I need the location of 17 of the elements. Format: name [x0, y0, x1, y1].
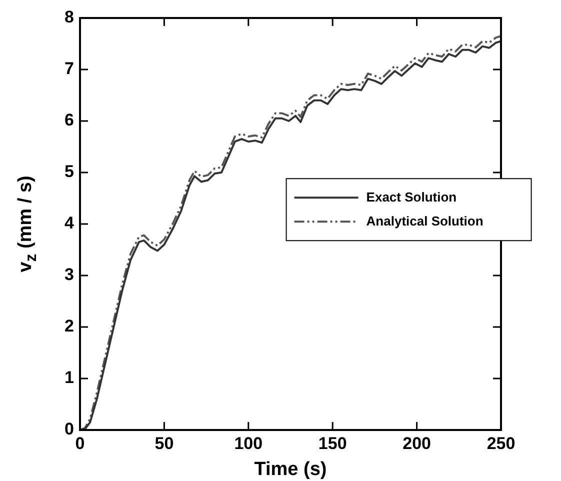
- y-tick-label: 0: [64, 420, 74, 439]
- x-axis-title: Time (s): [254, 458, 327, 480]
- x-tick-label: 100: [234, 434, 263, 453]
- y-tick-label: 1: [64, 368, 74, 388]
- x-tick-label: 50: [154, 434, 174, 453]
- y-tick-label: 7: [64, 59, 74, 78]
- y-tick-label: 5: [64, 162, 74, 182]
- x-tick-label: 200: [402, 434, 431, 453]
- y-tick-label: 3: [64, 265, 74, 284]
- y-tick-label: 8: [64, 8, 74, 27]
- y-tick-label: 6: [64, 110, 74, 130]
- legend-label: Exact Solution: [366, 189, 457, 204]
- y-tick-label: 4: [64, 214, 75, 233]
- y-tick-label: 2: [64, 316, 74, 336]
- legend-label: Analytical Solution: [366, 213, 484, 228]
- x-tick-label: 250: [486, 434, 516, 453]
- x-tick-label: 150: [318, 434, 347, 453]
